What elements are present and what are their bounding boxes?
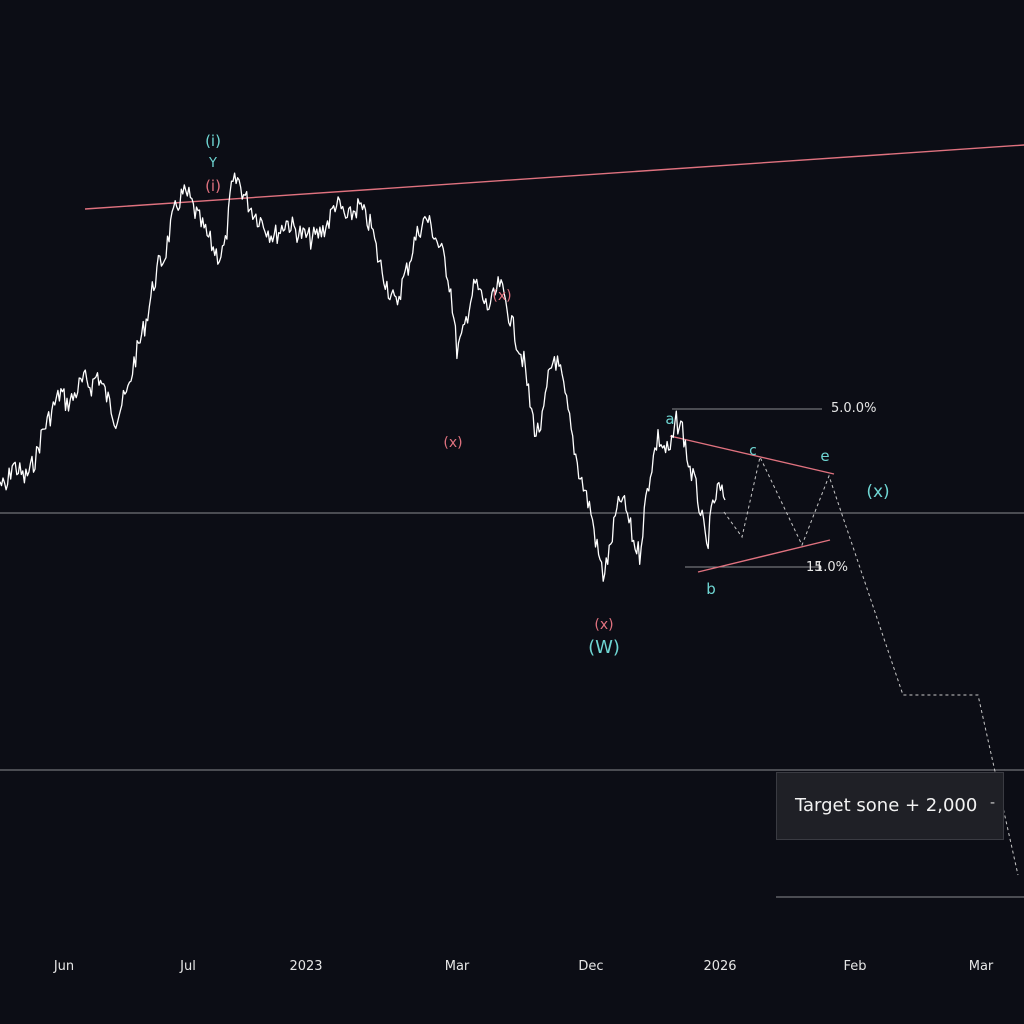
level-label-bottom-prefix: 15 [806, 560, 823, 575]
triangle-lower-line [697, 539, 831, 573]
wave-label: b [706, 580, 716, 598]
wave-label: (W) [588, 637, 620, 658]
target-zone-label: Target sone + 2,000 [795, 795, 978, 816]
triangle-upper-line [669, 435, 835, 475]
x-tick-label: Mar [969, 959, 994, 974]
x-tick-label: Jun [53, 959, 74, 974]
projected-wave-path [723, 455, 1019, 876]
level-label-bottom: 1.0% [815, 560, 848, 575]
wave-label: (x) [866, 482, 889, 502]
wave-label: (i) [205, 132, 221, 150]
wave-label: (i) [205, 177, 221, 195]
x-tick-label: Jul [179, 959, 196, 974]
wave-label: (x) [492, 288, 511, 304]
target-zone-marker: - [989, 795, 995, 811]
wave-labels: (i) Y (i) (x) (x) (x) (W) a b c e (x) [205, 132, 890, 658]
x-tick-label: Mar [445, 959, 470, 974]
wave-label: a [665, 410, 674, 428]
level-label-top: 5.0.0% [831, 401, 876, 416]
price-line [0, 172, 726, 582]
wave-label: e [820, 447, 829, 465]
wave-label: (x) [594, 617, 613, 633]
x-axis-ticks: Jun Jul 2023 Mar Dec 2026 Feb Mar [53, 959, 994, 974]
x-tick-label: Dec [578, 959, 603, 974]
x-tick-label: Feb [843, 959, 866, 974]
wave-label: c [749, 443, 757, 459]
x-tick-label: 2026 [703, 959, 736, 974]
wave-label: Y [208, 156, 217, 171]
upper-trendline [84, 144, 1024, 210]
target-zone-box: Target sone + 2,000 - [776, 772, 1004, 840]
x-tick-label: 2023 [289, 959, 322, 974]
wave-label: (x) [443, 435, 462, 451]
